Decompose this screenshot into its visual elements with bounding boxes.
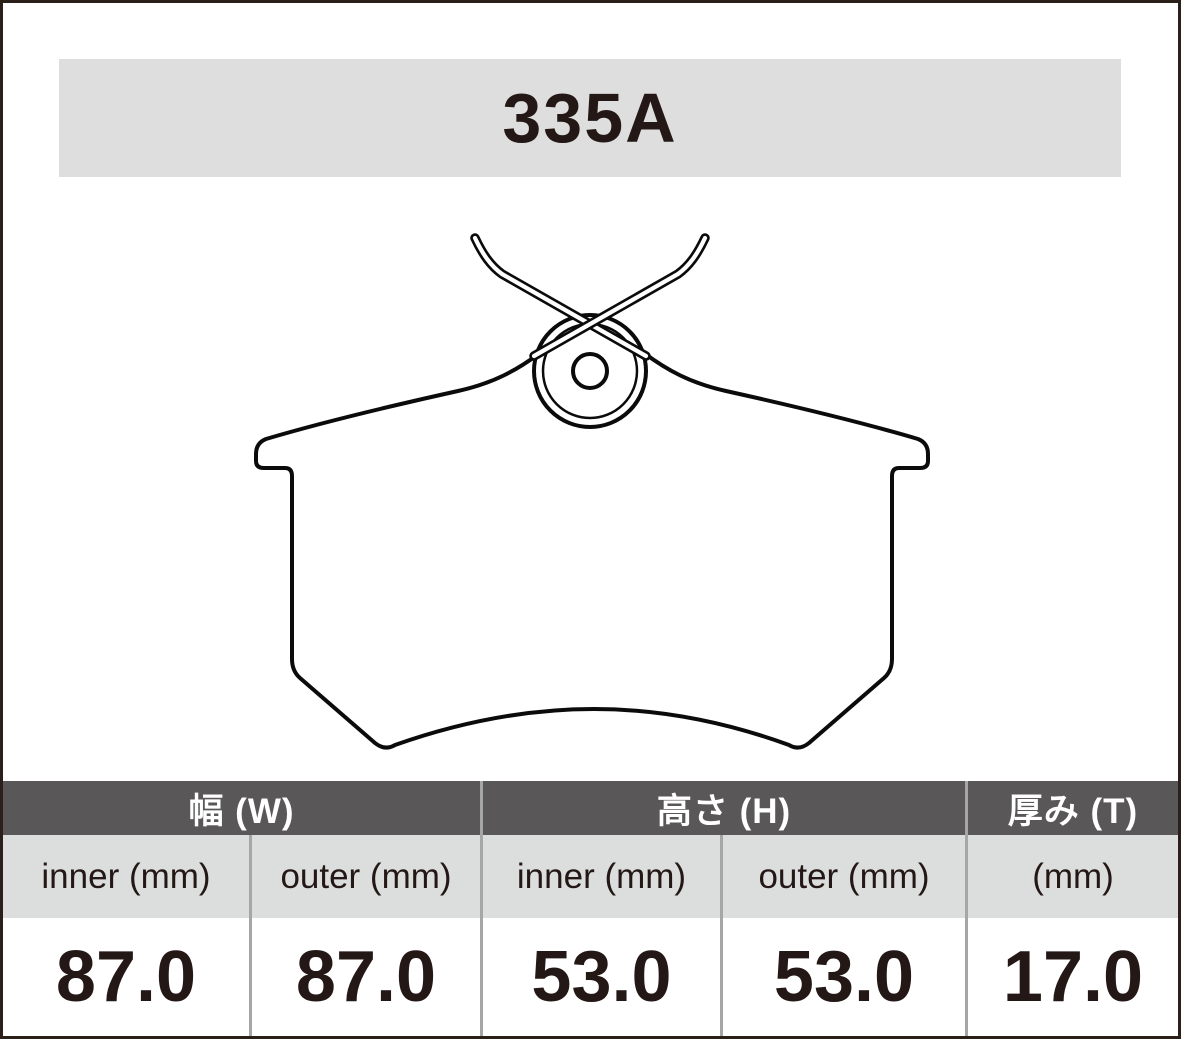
value-thickness: 17.0 — [968, 918, 1178, 1036]
subheader-height-outer: outer (mm) — [723, 835, 968, 918]
group-header-height: 高さ (H) — [483, 781, 968, 835]
center-hole — [571, 352, 609, 390]
subheader-height-inner: inner (mm) — [483, 835, 723, 918]
value-width-outer: 87.0 — [252, 918, 483, 1036]
value-width-inner: 87.0 — [3, 918, 252, 1036]
pad-outline-path — [254, 351, 930, 750]
part-number-banner: 335A — [59, 59, 1121, 177]
part-number: 335A — [502, 79, 678, 157]
retaining-spring-left-core — [472, 235, 649, 359]
group-header-width: 幅 (W) — [3, 781, 483, 835]
brake-pad-drawing — [230, 215, 950, 778]
value-height-inner: 53.0 — [483, 918, 723, 1036]
subheader-width-outer: outer (mm) — [252, 835, 483, 918]
value-height-outer: 53.0 — [723, 918, 968, 1036]
subheader-width-inner: inner (mm) — [3, 835, 252, 918]
subheader-thickness-mm: (mm) — [968, 835, 1178, 918]
dimensions-table: 幅 (W) 高さ (H) 厚み (T) inner (mm) outer (mm… — [3, 781, 1178, 1036]
group-header-thickness: 厚み (T) — [968, 781, 1178, 835]
brake-pad-outline-svg — [254, 233, 930, 750]
retaining-spring-right-core — [531, 235, 708, 359]
